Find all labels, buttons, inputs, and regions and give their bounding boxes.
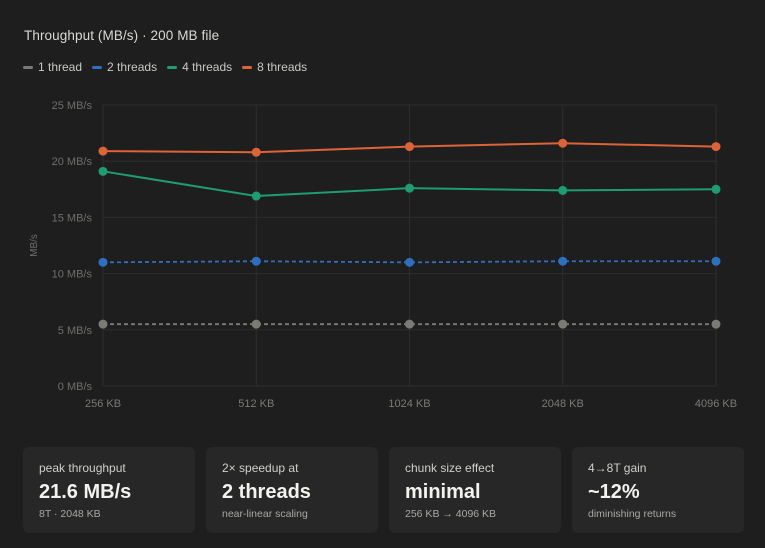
card-label: peak throughput — [39, 461, 126, 475]
data-point-4-threads — [405, 183, 414, 193]
x-tick-label: 1024 KB — [388, 398, 430, 410]
legend-swatch-4-threads — [167, 65, 178, 69]
legend-item-1-thread: 1 thread — [23, 60, 82, 74]
data-point-1-thread — [558, 319, 568, 329]
legend-swatch-2-threads — [92, 65, 103, 69]
data-point-2-threads — [251, 256, 261, 266]
data-point-8-threads — [251, 147, 261, 157]
y-axis-label: MB/s — [29, 234, 40, 257]
y-tick-label: 15 MB/s — [52, 212, 93, 224]
data-point-1-thread — [711, 319, 721, 329]
card-sub: 256 KB → 4096 KB — [405, 508, 497, 520]
card-sub: diminishing returns — [588, 508, 677, 520]
legend-label-1-thread: 1 thread — [38, 60, 83, 74]
data-point-8-threads — [711, 142, 721, 152]
card-label: 4→8T gain — [588, 461, 647, 475]
card-sub: near-linear scaling — [222, 508, 308, 520]
legend-label-8-threads: 8 threads — [257, 60, 308, 74]
data-point-4-threads — [251, 191, 261, 201]
legend-swatch-1-thread — [23, 65, 33, 69]
data-point-2-threads — [405, 257, 414, 267]
card-speedup: 2× speedup at 2 threads near-linear scal… — [206, 447, 378, 533]
data-point-2-threads — [711, 256, 721, 266]
legend-swatch-8-threads — [242, 65, 253, 69]
data-point-8-threads — [558, 138, 568, 148]
line-chart: 0 MB/s 5 MB/s 10 MB/s 15 MB/s 20 MB/s 25 MB/s… — [29, 100, 737, 410]
legend-item-4-threads: 4 threads — [167, 60, 232, 74]
card-value: ~12% — [588, 481, 640, 503]
card-sub: 8T · 2048 KB — [39, 508, 101, 520]
legend-label-4-threads: 4 threads — [182, 60, 233, 74]
data-point-1-thread — [251, 319, 261, 329]
card-peak-throughput: peak throughput 21.6 MB/s 8T · 2048 KB — [23, 447, 195, 533]
card-value: 21.6 MB/s — [39, 481, 132, 503]
x-tick-label: 4096 KB — [695, 398, 737, 410]
y-tick-label: 5 MB/s — [58, 325, 93, 337]
data-point-1-thread — [98, 319, 108, 329]
y-tick-label: 20 MB/s — [52, 156, 93, 168]
x-tick-label: 2048 KB — [542, 398, 584, 410]
card-4-to-8-gain: 4→8T gain ~12% diminishing returns — [572, 447, 744, 533]
data-point-2-threads — [98, 257, 108, 267]
card-label: 2× speedup at — [222, 461, 299, 475]
data-point-4-threads — [558, 185, 568, 195]
data-point-4-threads — [98, 166, 108, 176]
summary-cards: peak throughput 21.6 MB/s 8T · 2048 KB 2… — [23, 447, 744, 533]
y-tick-label: 0 MB/s — [58, 381, 93, 393]
card-label: chunk size effect — [405, 461, 495, 475]
x-tick-label: 256 KB — [85, 398, 121, 410]
card-value: 2 threads — [222, 481, 311, 503]
card-value: minimal — [405, 481, 481, 503]
legend-label-2-threads: 2 threads — [107, 60, 158, 74]
chart-title: Throughput (MB/s) · 200 MB file — [24, 28, 220, 43]
data-point-8-threads — [405, 142, 414, 152]
data-point-4-threads — [711, 184, 721, 194]
y-tick-label: 25 MB/s — [52, 100, 93, 112]
legend-item-8-threads: 8 threads — [242, 60, 307, 74]
legend: 1 thread 2 threads 4 threads 8 threads — [23, 60, 307, 74]
data-point-1-thread — [405, 319, 414, 329]
data-point-8-threads — [98, 146, 108, 156]
x-tick-label: 512 KB — [238, 398, 274, 410]
data-point-2-threads — [558, 256, 568, 266]
card-chunk-size-effect: chunk size effect minimal 256 KB → 4096 … — [389, 447, 561, 533]
y-tick-label: 10 MB/s — [52, 269, 93, 281]
legend-item-2-threads: 2 threads — [92, 60, 157, 74]
